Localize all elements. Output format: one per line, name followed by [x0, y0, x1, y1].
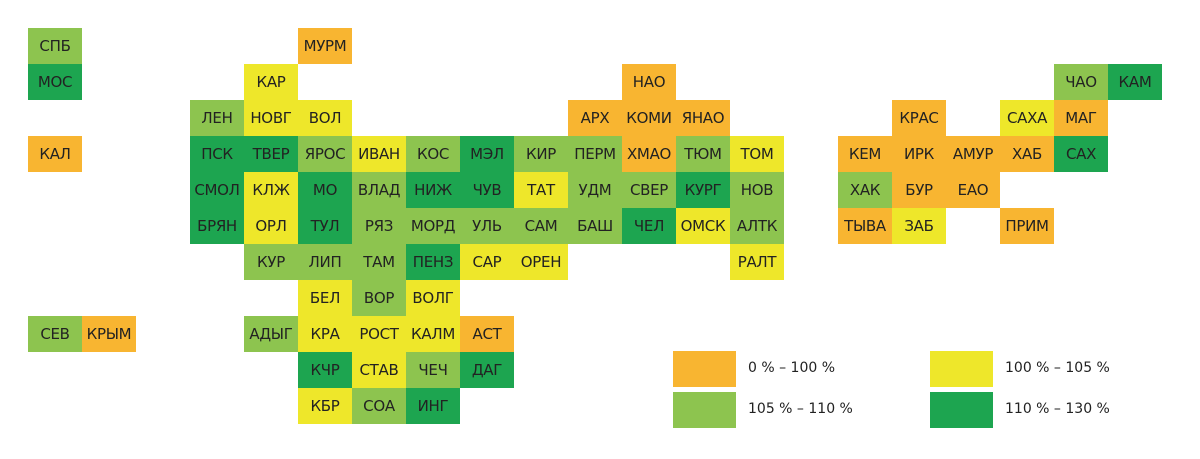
region-tile: САХА — [1000, 100, 1054, 136]
region-tile: ЧЕЛ — [622, 208, 676, 244]
region-tile: САР — [460, 244, 514, 280]
legend-label-0-100: 0 % – 100 % — [748, 360, 836, 376]
region-tile: ПСК — [190, 136, 244, 172]
region-tile: КБР — [298, 388, 352, 424]
region-tile: КРА — [298, 316, 352, 352]
legend-label-100-105: 100 % – 105 % — [1005, 360, 1110, 376]
region-tile: ЧУВ — [460, 172, 514, 208]
region-tile: СОА — [352, 388, 406, 424]
region-tile: БУР — [892, 172, 946, 208]
region-tile: ОМСК — [676, 208, 730, 244]
region-tile: ПРИМ — [1000, 208, 1054, 244]
region-tile: АРХ — [568, 100, 622, 136]
region-tile: ВОЛ — [298, 100, 352, 136]
region-tile: ЛЕН — [190, 100, 244, 136]
region-tile: КАЛМ — [406, 316, 460, 352]
region-tile: РАЛТ — [730, 244, 784, 280]
region-tile: ПЕНЗ — [406, 244, 460, 280]
legend-swatch-100-105 — [930, 351, 993, 387]
region-tile: МУРМ — [298, 28, 352, 64]
region-tile: ЕАО — [946, 172, 1000, 208]
region-tile: МОРД — [406, 208, 460, 244]
legend-label-110-130: 110 % – 130 % — [1005, 401, 1110, 417]
region-tile: БАШ — [568, 208, 622, 244]
region-tile: КРАС — [892, 100, 946, 136]
region-tile: КУР — [244, 244, 298, 280]
region-tile: КЛЖ — [244, 172, 298, 208]
region-tile: КРЫМ — [82, 316, 136, 352]
region-tile: ЧЕЧ — [406, 352, 460, 388]
region-tile: АСТ — [460, 316, 514, 352]
region-tile: САХ — [1054, 136, 1108, 172]
region-tile: ЗАБ — [892, 208, 946, 244]
region-tile: ПЕРМ — [568, 136, 622, 172]
region-tile: ТАМ — [352, 244, 406, 280]
region-tile: СПБ — [28, 28, 82, 64]
region-tile: НАО — [622, 64, 676, 100]
legend-swatch-105-110 — [673, 392, 736, 428]
region-tile: ЛИП — [298, 244, 352, 280]
region-tile: СВЕР — [622, 172, 676, 208]
region-tile: ВЛАД — [352, 172, 406, 208]
region-tile: СТАВ — [352, 352, 406, 388]
region-tile: СМОЛ — [190, 172, 244, 208]
region-tile: ХАБ — [1000, 136, 1054, 172]
region-tile: ТВЕР — [244, 136, 298, 172]
region-tile: ИНГ — [406, 388, 460, 424]
region-tile: ВОЛГ — [406, 280, 460, 316]
legend-swatch-110-130 — [930, 392, 993, 428]
region-tile: ОРЕН — [514, 244, 568, 280]
region-tile: САМ — [514, 208, 568, 244]
region-tile: УДМ — [568, 172, 622, 208]
region-tile: ЧАО — [1054, 64, 1108, 100]
region-tile: АДЫГ — [244, 316, 298, 352]
region-tile: КЧР — [298, 352, 352, 388]
region-tile: ТУЛ — [298, 208, 352, 244]
region-tile: ИРК — [892, 136, 946, 172]
region-tile: МОС — [28, 64, 82, 100]
region-tile: БРЯН — [190, 208, 244, 244]
region-tile: ХМАО — [622, 136, 676, 172]
region-tile: КАМ — [1108, 64, 1162, 100]
region-tile: ДАГ — [460, 352, 514, 388]
region-tile: НИЖ — [406, 172, 460, 208]
legend-label-105-110: 105 % – 110 % — [748, 401, 853, 417]
region-tile: СЕВ — [28, 316, 82, 352]
region-tile: КАЛ — [28, 136, 82, 172]
region-tile: ТАТ — [514, 172, 568, 208]
region-tile: ТОМ — [730, 136, 784, 172]
region-tile: МО — [298, 172, 352, 208]
region-tile: КИР — [514, 136, 568, 172]
region-tile: БЕЛ — [298, 280, 352, 316]
region-tile: КОМИ — [622, 100, 676, 136]
region-tile: ТЮМ — [676, 136, 730, 172]
region-tile: ХАК — [838, 172, 892, 208]
region-tile: МЭЛ — [460, 136, 514, 172]
region-tile: НОВ — [730, 172, 784, 208]
region-tile: ЯНАО — [676, 100, 730, 136]
region-tile: АМУР — [946, 136, 1000, 172]
region-tile: АЛТК — [730, 208, 784, 244]
region-tile: КАР — [244, 64, 298, 100]
region-tile: КЕМ — [838, 136, 892, 172]
region-tile: УЛЬ — [460, 208, 514, 244]
region-tile: ИВАН — [352, 136, 406, 172]
region-tile: РЯЗ — [352, 208, 406, 244]
region-tile: ОРЛ — [244, 208, 298, 244]
legend-swatch-0-100 — [673, 351, 736, 387]
region-tile: МАГ — [1054, 100, 1108, 136]
region-tile: ЯРОС — [298, 136, 352, 172]
region-tile: КУРГ — [676, 172, 730, 208]
region-tile: ВОР — [352, 280, 406, 316]
region-tile: ТЫВА — [838, 208, 892, 244]
region-tile: КОС — [406, 136, 460, 172]
region-tile: НОВГ — [244, 100, 298, 136]
region-tile: РОСТ — [352, 316, 406, 352]
